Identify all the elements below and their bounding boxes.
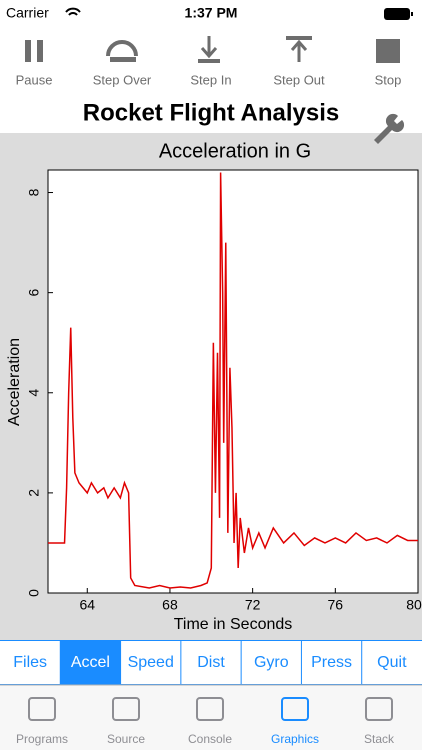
step-out-icon: [290, 39, 308, 62]
tab-button[interactable]: Speed: [128, 654, 174, 671]
y-tick-label: 8: [26, 188, 42, 196]
tab-button[interactable]: Quit: [377, 654, 407, 671]
battery-tip: [411, 12, 413, 16]
stop-icon: [376, 39, 400, 63]
x-tick-label: 80: [406, 597, 422, 613]
step-out-icon: [286, 36, 312, 40]
data-line: [48, 172, 418, 589]
x-tick-label: 76: [328, 597, 344, 613]
tab-bar-item[interactable]: Stack: [364, 732, 395, 746]
tab-bar-item[interactable]: Programs: [16, 732, 68, 746]
tab-bar-item[interactable]: Graphics: [271, 732, 319, 746]
tab-bar-items: Programs Source Console Graphics Stack: [16, 697, 395, 746]
tab-selected: [60, 641, 121, 684]
toolbar: Pause Step Over Step In Step Out Stop: [16, 72, 402, 87]
toolbar-button[interactable]: Stop: [375, 72, 402, 87]
pause-icon: [37, 40, 43, 62]
x-tick-label: 64: [79, 597, 95, 613]
y-axis-label: Acceleration: [6, 338, 23, 426]
x-axis-label: Time in Seconds: [174, 616, 293, 633]
toolbar-button[interactable]: Step In: [190, 72, 231, 87]
tab-bar-icon: [365, 697, 393, 721]
step-in-icon: [198, 59, 220, 63]
tab-bar-item[interactable]: Source: [107, 732, 145, 746]
plot-area: [47, 169, 419, 594]
y-tick-label: 2: [26, 489, 42, 497]
tab-bar-icon: [112, 697, 140, 721]
x-tick-label: 68: [162, 597, 178, 613]
wifi-icon: [65, 7, 81, 16]
tab-button[interactable]: Gyro: [254, 654, 289, 671]
tabs: Files Accel Speed Dist Gyro Press Quit: [0, 640, 422, 685]
toolbar-icons: [25, 36, 400, 63]
toolbar-button[interactable]: Pause: [16, 72, 53, 87]
toolbar-button[interactable]: Step Out: [273, 72, 325, 87]
pause-icon: [25, 40, 31, 62]
step-over-icon: [106, 40, 138, 57]
tab-bar-icon: [281, 697, 309, 721]
y-tick-label: 0: [26, 589, 42, 597]
clock: 1:37 PM: [185, 5, 238, 21]
tab-bar-icon: [196, 697, 224, 721]
settings-icon[interactable]: [374, 113, 405, 144]
x-tick-label: 72: [245, 597, 261, 613]
tab-bar: [0, 685, 422, 750]
step-in-icon: [200, 36, 218, 59]
y-tick-label: 4: [26, 389, 42, 397]
tab-bar-item[interactable]: Console: [188, 732, 232, 746]
carrier: Carrier: [6, 5, 49, 21]
tab-button[interactable]: Accel: [71, 654, 110, 671]
battery-icon: [384, 8, 410, 20]
tab-bar-icon: [28, 697, 56, 721]
tab-button[interactable]: Press: [311, 654, 352, 671]
toolbar-button[interactable]: Step Over: [93, 72, 152, 87]
chart-title: Acceleration in G: [159, 140, 311, 162]
tab-button[interactable]: Dist: [197, 654, 225, 671]
app-title: Rocket Flight Analysis: [83, 99, 340, 126]
y-tick-label: 6: [26, 289, 42, 297]
chart: Acceleration in G Time in Seconds Accelera…: [6, 140, 422, 633]
tab-button[interactable]: Files: [13, 654, 47, 671]
step-over-icon: [110, 57, 136, 62]
